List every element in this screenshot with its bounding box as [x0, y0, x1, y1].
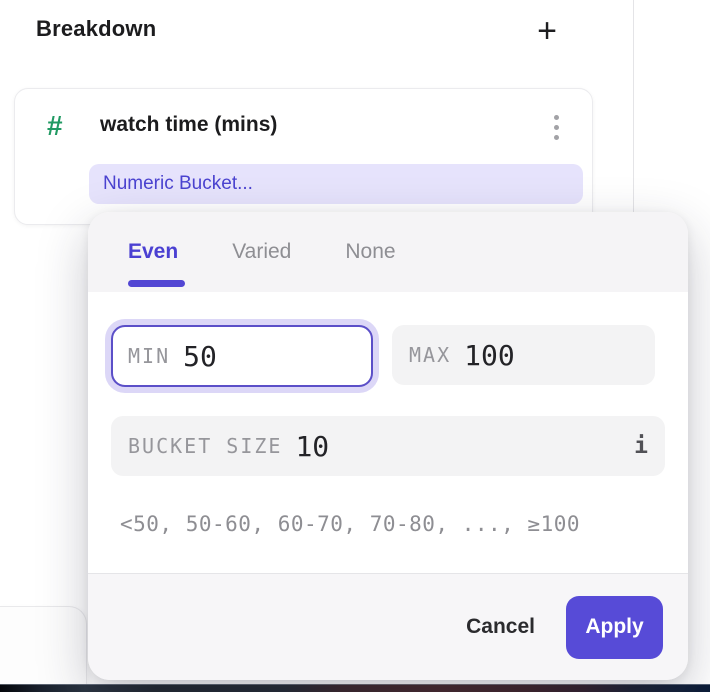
property-name: watch time (mins) [100, 113, 278, 136]
card-menu-button[interactable] [541, 107, 571, 147]
breakdown-card: # watch time (mins) Numeric Bucket... [14, 88, 593, 225]
kebab-icon [553, 114, 559, 120]
min-input[interactable]: MIN 50 [111, 325, 373, 387]
bucket-size-value: 10 [295, 429, 330, 463]
apply-button[interactable]: Apply [566, 595, 663, 659]
tab-none[interactable]: None [345, 240, 396, 263]
info-icon[interactable]: i [634, 433, 648, 459]
popup-footer: Cancel Apply [88, 573, 688, 680]
numeric-property-icon: # [47, 110, 63, 141]
numeric-bucket-popup: Even Varied None MIN 50 MAX 100 BUCKET S… [88, 212, 688, 680]
popup-tab-bar: Even Varied None [88, 212, 688, 292]
tab-even[interactable]: Even [128, 240, 179, 263]
popup-body: MIN 50 MAX 100 BUCKET SIZE 10 i <50, 50-… [88, 292, 688, 573]
min-label: MIN [128, 344, 171, 368]
max-label: MAX [409, 343, 452, 367]
bucket-size-label: BUCKET SIZE [128, 434, 283, 458]
cancel-button[interactable]: Cancel [466, 615, 535, 638]
chart-area-edge [0, 684, 710, 692]
numeric-bucket-selector[interactable]: Numeric Bucket... [89, 164, 583, 204]
bucket-size-input[interactable]: BUCKET SIZE 10 i [111, 416, 665, 476]
add-breakdown-button[interactable]: + [527, 10, 567, 52]
bucket-preview: <50, 50-60, 60-70, 70-80, ..., ≥100 [120, 512, 581, 536]
page-title: Breakdown [36, 16, 157, 41]
background-panel-corner [0, 606, 87, 686]
min-value: 50 [183, 339, 217, 373]
panel-divider [633, 0, 634, 213]
plus-icon: + [537, 12, 557, 50]
tab-varied[interactable]: Varied [232, 240, 292, 263]
max-value: 100 [464, 338, 515, 372]
active-tab-indicator [128, 280, 185, 287]
max-input[interactable]: MAX 100 [392, 325, 655, 385]
bucket-selector-label: Numeric Bucket... [103, 173, 253, 194]
